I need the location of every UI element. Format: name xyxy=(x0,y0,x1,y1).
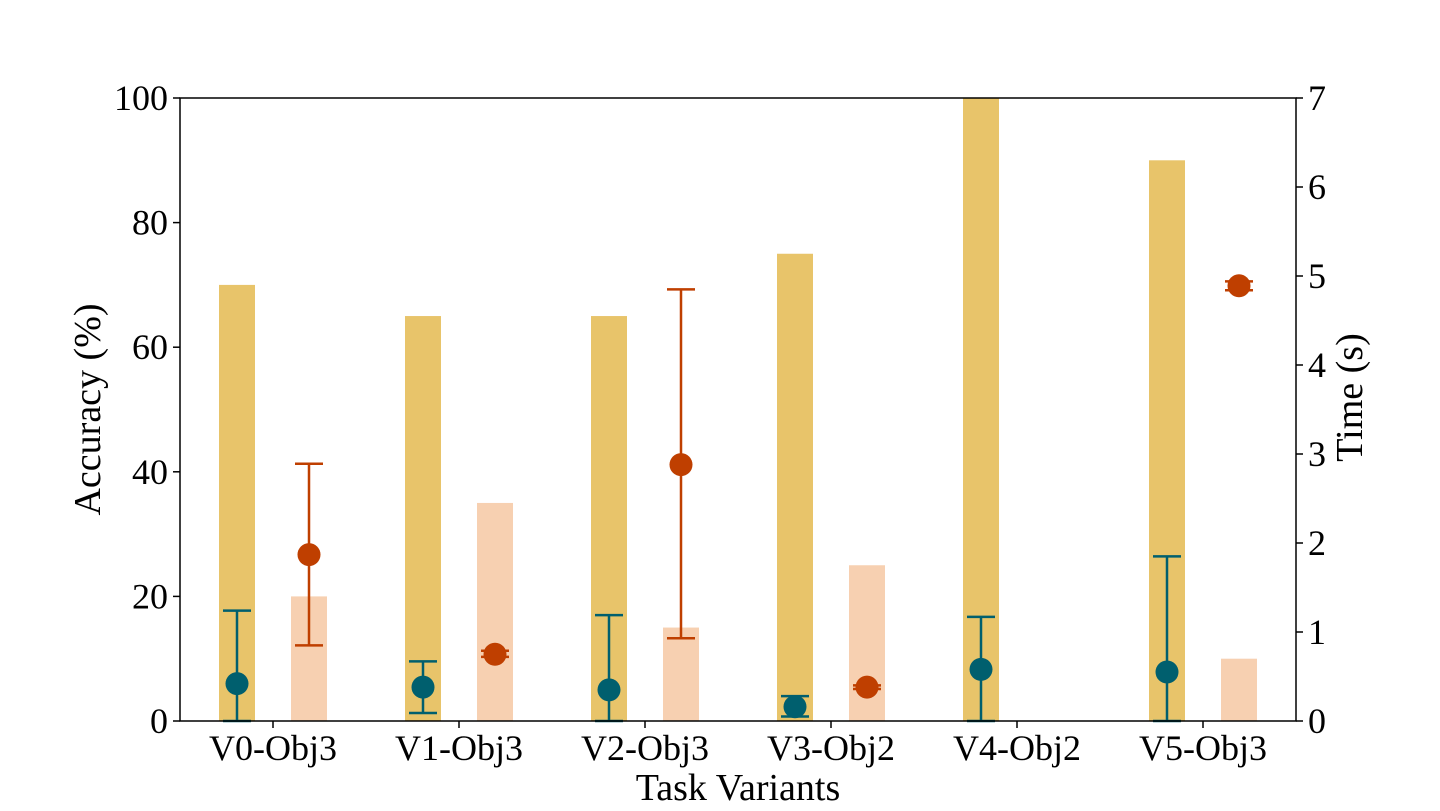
y-axis-title: Accuracy (%) xyxy=(67,303,109,515)
y-tick-label-40: 40 xyxy=(132,452,168,492)
bar-b-v5-obj3 xyxy=(1221,658,1257,721)
y-right-tick-label-1: 1 xyxy=(1308,612,1326,652)
point-b-v1-obj3 xyxy=(483,642,507,666)
x-tick-label-v2-obj3: V2-Obj3 xyxy=(581,728,709,768)
x-tick-label-v1-obj3: V1-Obj3 xyxy=(395,728,523,768)
y-right-tick-label-5: 5 xyxy=(1308,256,1326,296)
y-tick-label-0: 0 xyxy=(150,701,168,741)
points-layer xyxy=(223,274,1253,723)
bar-a-v1-obj3 xyxy=(405,316,441,721)
point-b-v5-obj3 xyxy=(1227,274,1251,298)
x-tick-label-v4-obj2: V4-Obj2 xyxy=(953,728,1081,768)
point-a-v5-obj3 xyxy=(1155,660,1179,684)
y-right-tick-label-0: 0 xyxy=(1308,701,1326,741)
y-right-tick-label-7: 7 xyxy=(1308,78,1326,118)
x-tick-label-v3-obj2: V3-Obj2 xyxy=(767,728,895,768)
point-a-v1-obj3 xyxy=(411,675,435,699)
point-a-v0-obj3 xyxy=(225,672,249,696)
point-b-v2-obj3 xyxy=(669,453,693,477)
point-a-v4-obj2 xyxy=(969,657,993,681)
y-tick-label-80: 80 xyxy=(132,203,168,243)
axes-layer: V0-Obj3 V1-Obj3 V2-Obj3 V3-Obj2 V4-Obj2 V5-Ob… xyxy=(114,78,1326,768)
x-tick-label-v0-obj3: V0-Obj3 xyxy=(209,728,337,768)
y-right-tick-label-4: 4 xyxy=(1308,345,1326,385)
x-axis-title: Task Variants xyxy=(636,767,841,809)
point-a-v2-obj3 xyxy=(597,678,621,702)
y-tick-label-60: 60 xyxy=(132,327,168,367)
point-b-v3-obj2 xyxy=(855,675,879,699)
bar-b-v2-obj3 xyxy=(663,627,699,721)
y-right-tick-label-3: 3 xyxy=(1308,434,1326,474)
y-tick-label-20: 20 xyxy=(132,576,168,616)
y-tick-label-100: 100 xyxy=(114,78,168,118)
bars-layer xyxy=(219,98,1257,722)
y-right-tick-label-6: 6 xyxy=(1308,167,1326,207)
y-right-tick-label-2: 2 xyxy=(1308,523,1326,563)
point-a-v3-obj2 xyxy=(783,695,807,719)
y-axis-right-title: Time (s) xyxy=(1329,333,1371,461)
bar-b-v1-obj3 xyxy=(477,502,513,721)
point-b-v0-obj3 xyxy=(297,543,321,567)
x-tick-label-v5-obj3: V5-Obj3 xyxy=(1139,728,1267,768)
bar-a-v3-obj2 xyxy=(777,253,813,721)
plot-frame xyxy=(179,97,1297,722)
